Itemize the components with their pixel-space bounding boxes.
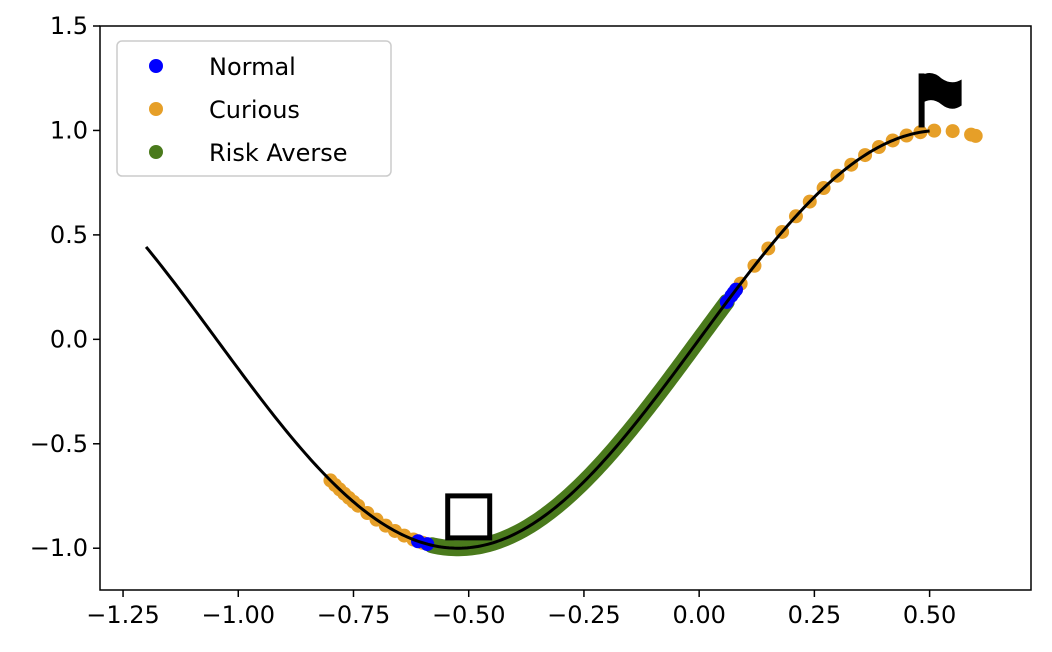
legend-marker [149, 102, 163, 116]
y-tick-label: −0.5 [30, 430, 88, 458]
legend-marker [149, 59, 163, 73]
y-axis: −1.0 −0.5 0.0 0.5 1.0 1.5 [30, 12, 100, 562]
x-tick-label: −0.75 [317, 601, 391, 629]
x-tick-label: −1.00 [201, 601, 275, 629]
legend-label: Normal [209, 53, 296, 81]
y-tick-label: −1.0 [30, 534, 88, 562]
curious-point [968, 128, 983, 143]
y-tick-label: 0.5 [50, 221, 88, 249]
x-tick-label: −1.25 [86, 601, 160, 629]
annotations-layer [445, 73, 962, 541]
y-tick-label: 0.0 [50, 325, 88, 353]
x-tick-label: 0.00 [672, 601, 725, 629]
x-tick-label: 0.50 [903, 601, 956, 629]
x-tick-label: −0.25 [547, 601, 621, 629]
mountain-curve [144, 129, 930, 550]
car-square-marker [445, 493, 493, 541]
legend-box [116, 40, 392, 177]
x-tick-label: 0.25 [788, 601, 841, 629]
legend-marker [149, 145, 163, 159]
x-axis: −1.25 −1.00 −0.75 −0.50 −0.25 0.00 0.25 0.50 [86, 590, 956, 629]
legend-label: Curious [209, 96, 300, 124]
goal-flag-icon [918, 73, 962, 128]
curious-point [927, 123, 942, 138]
y-tick-label: 1.0 [50, 116, 88, 144]
curious-point [945, 124, 960, 139]
legend: Normal Curious Risk Averse [116, 40, 392, 177]
x-tick-label: −0.50 [432, 601, 506, 629]
plot-frame [99, 25, 1032, 591]
legend-label: Risk Averse [209, 139, 348, 167]
y-tick-label: 1.5 [50, 12, 88, 40]
